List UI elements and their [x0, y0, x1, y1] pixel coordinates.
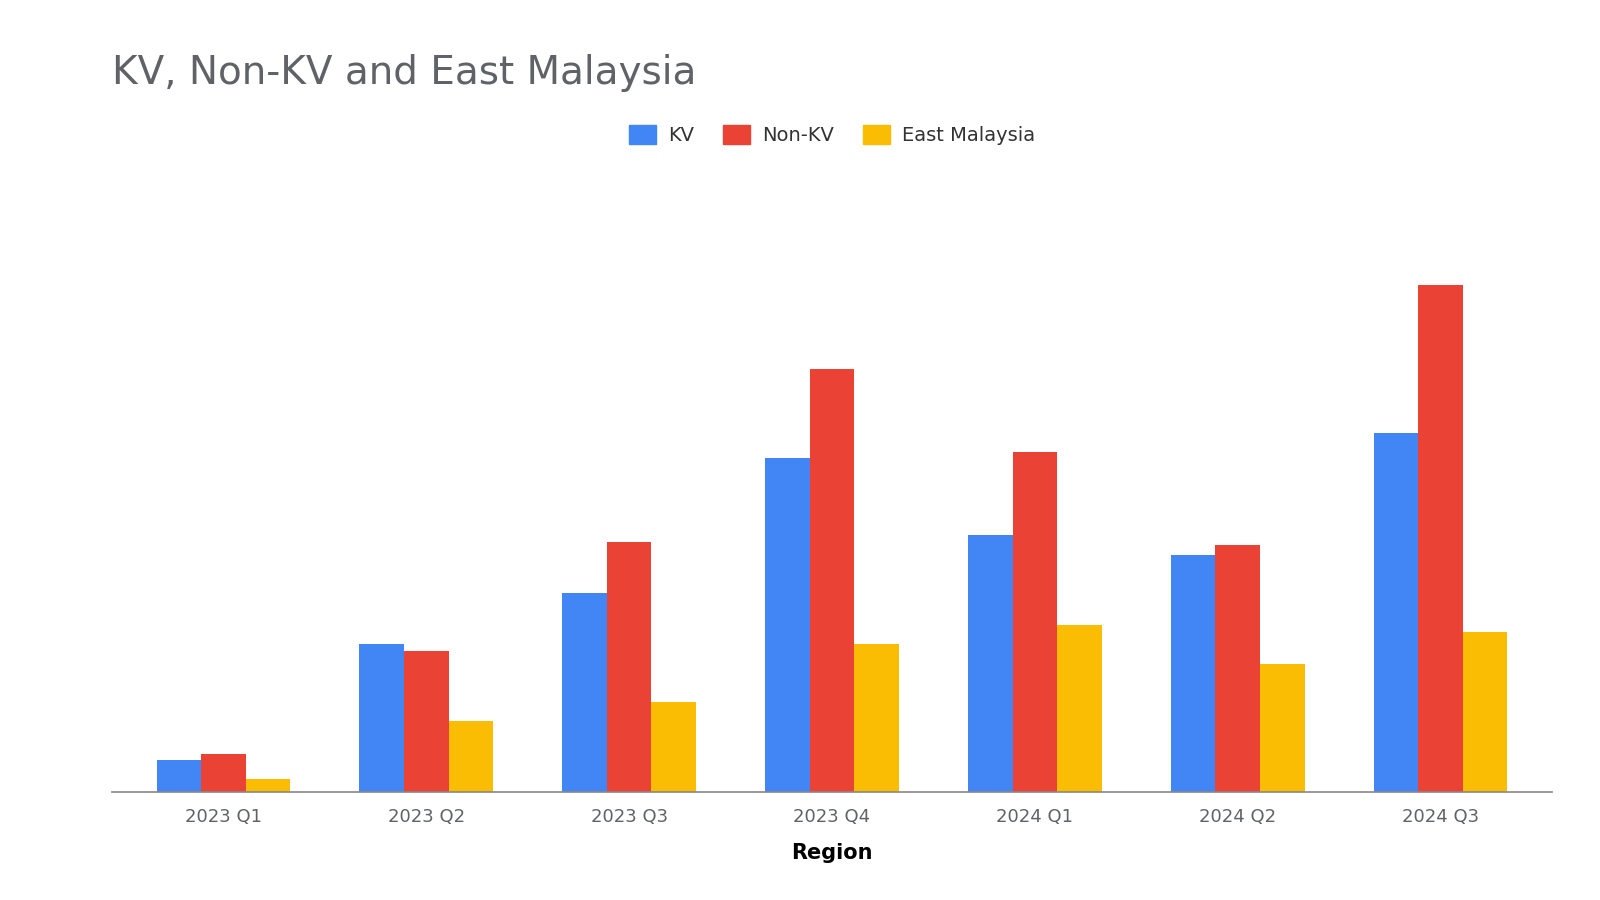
Bar [968, 536, 1013, 792]
Bar [1171, 554, 1216, 792]
Bar [246, 779, 291, 792]
Bar [606, 542, 651, 792]
Bar [651, 702, 696, 792]
Bar [562, 593, 606, 792]
Bar [202, 753, 246, 792]
Bar [448, 722, 493, 792]
Bar [810, 369, 854, 792]
Text: KV, Non-KV and East Malaysia: KV, Non-KV and East Malaysia [112, 54, 696, 92]
Bar [854, 644, 899, 792]
Bar [1216, 545, 1259, 792]
Bar [360, 644, 405, 792]
Bar [1259, 663, 1304, 792]
Bar [1013, 452, 1058, 792]
Bar [1462, 632, 1507, 792]
Bar [1373, 433, 1418, 792]
Bar [1418, 285, 1462, 792]
Bar [157, 760, 202, 792]
Bar [1058, 626, 1102, 792]
Bar [405, 651, 448, 792]
Legend: KV, Non-KV, East Malaysia: KV, Non-KV, East Malaysia [621, 118, 1043, 153]
X-axis label: Region: Region [792, 842, 872, 862]
Bar [765, 458, 810, 792]
